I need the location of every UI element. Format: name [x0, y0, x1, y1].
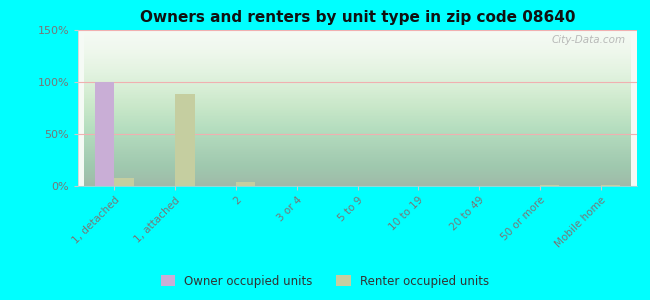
Text: City-Data.com: City-Data.com — [552, 35, 626, 45]
Bar — [114, 178, 134, 186]
Bar — [95, 82, 114, 186]
Title: Owners and renters by unit type in zip code 08640: Owners and renters by unit type in zip c… — [140, 10, 575, 25]
Bar — [176, 94, 194, 186]
Bar — [236, 182, 255, 186]
Bar — [540, 185, 559, 186]
Legend: Owner occupied units, Renter occupied units: Owner occupied units, Renter occupied un… — [157, 271, 493, 291]
Bar — [601, 185, 620, 186]
